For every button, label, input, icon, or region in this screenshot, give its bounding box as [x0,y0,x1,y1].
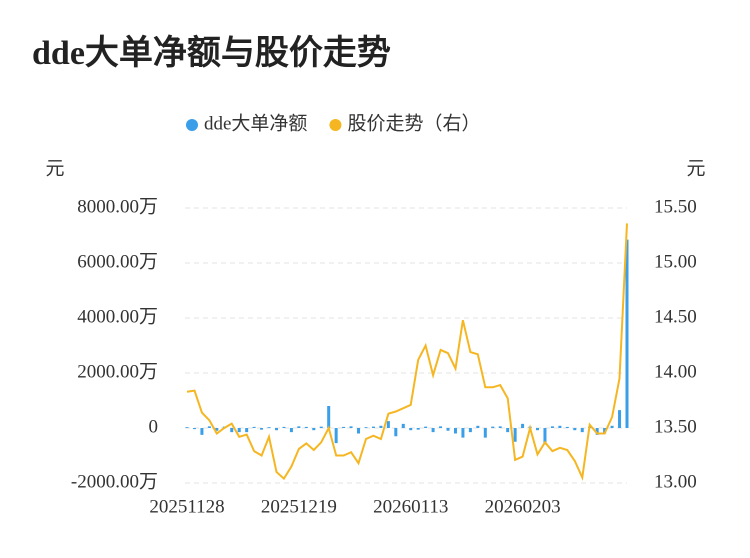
y2-axis-title: 元 [686,158,705,179]
bar [200,428,204,435]
bar [416,428,420,430]
y-tick-label: 2000.00万 [77,361,158,382]
bar [439,426,443,428]
bar [491,426,495,428]
bar [274,428,278,431]
bar [536,428,540,431]
bar [237,428,241,433]
chart-title: dde大单净额与股价走势 [32,34,391,72]
bar [401,423,405,428]
bar [618,410,622,428]
bar [446,428,450,431]
bar [573,428,577,431]
bar [558,425,562,428]
bar [230,428,234,433]
bar [282,426,286,428]
bar [476,425,480,428]
x-tick-label: 20260113 [373,496,448,517]
bar [245,428,249,433]
bar [506,428,510,433]
bar [468,428,472,433]
bar [595,428,599,435]
legend-marker [186,119,198,131]
legend-marker [329,119,342,131]
bar [379,425,383,428]
y-tick-label: 4000.00万 [77,306,158,327]
bar [215,428,219,431]
bar [297,426,301,428]
bar [260,428,264,430]
bar [513,428,517,442]
y2-tick-label: 15.50 [654,196,697,217]
x-tick-label: 20251219 [261,496,337,517]
legend-label: 股价走势（右） [347,112,480,134]
y2-tick-label: 14.00 [654,361,697,382]
bar [580,428,584,433]
bar [371,426,375,428]
y2-tick-label: 13.00 [654,471,697,492]
bar [289,428,293,433]
bar [304,426,308,428]
bar [394,428,398,437]
bar [483,428,487,438]
y-tick-label: 8000.00万 [77,196,158,217]
bar [625,239,629,428]
y-tick-label: 0 [149,416,159,437]
bar [192,428,196,430]
y2-tick-label: 14.50 [654,306,697,327]
y2-tick-label: 15.00 [654,251,697,272]
bar [252,426,256,428]
bar [543,428,547,445]
bar [431,428,435,433]
bar [610,425,614,428]
y-axis-title: 元 [45,158,64,179]
bar [424,426,428,428]
bar [319,426,323,428]
bar [565,426,569,428]
x-tick-label: 20251128 [149,496,224,517]
bar [207,426,211,428]
y-tick-label: -2000.00万 [71,471,158,492]
x-tick-label: 20260203 [485,496,561,517]
bar [334,428,338,444]
bar [349,426,353,428]
bar [364,427,368,428]
bar [498,426,502,428]
y-tick-label: 6000.00万 [77,251,158,272]
bar [550,426,554,428]
bar [327,406,331,428]
bar [342,426,346,428]
bar [386,421,390,428]
legend-label: dde大单净额 [204,112,307,134]
y2-tick-label: 13.50 [654,416,697,437]
bar [409,428,413,431]
bar [603,428,607,434]
bar [267,427,271,428]
price-line [186,223,628,482]
bar [453,428,457,434]
bar [461,428,465,438]
bar [357,428,361,434]
bar [521,423,525,428]
bar [185,427,189,428]
bar [312,428,316,431]
